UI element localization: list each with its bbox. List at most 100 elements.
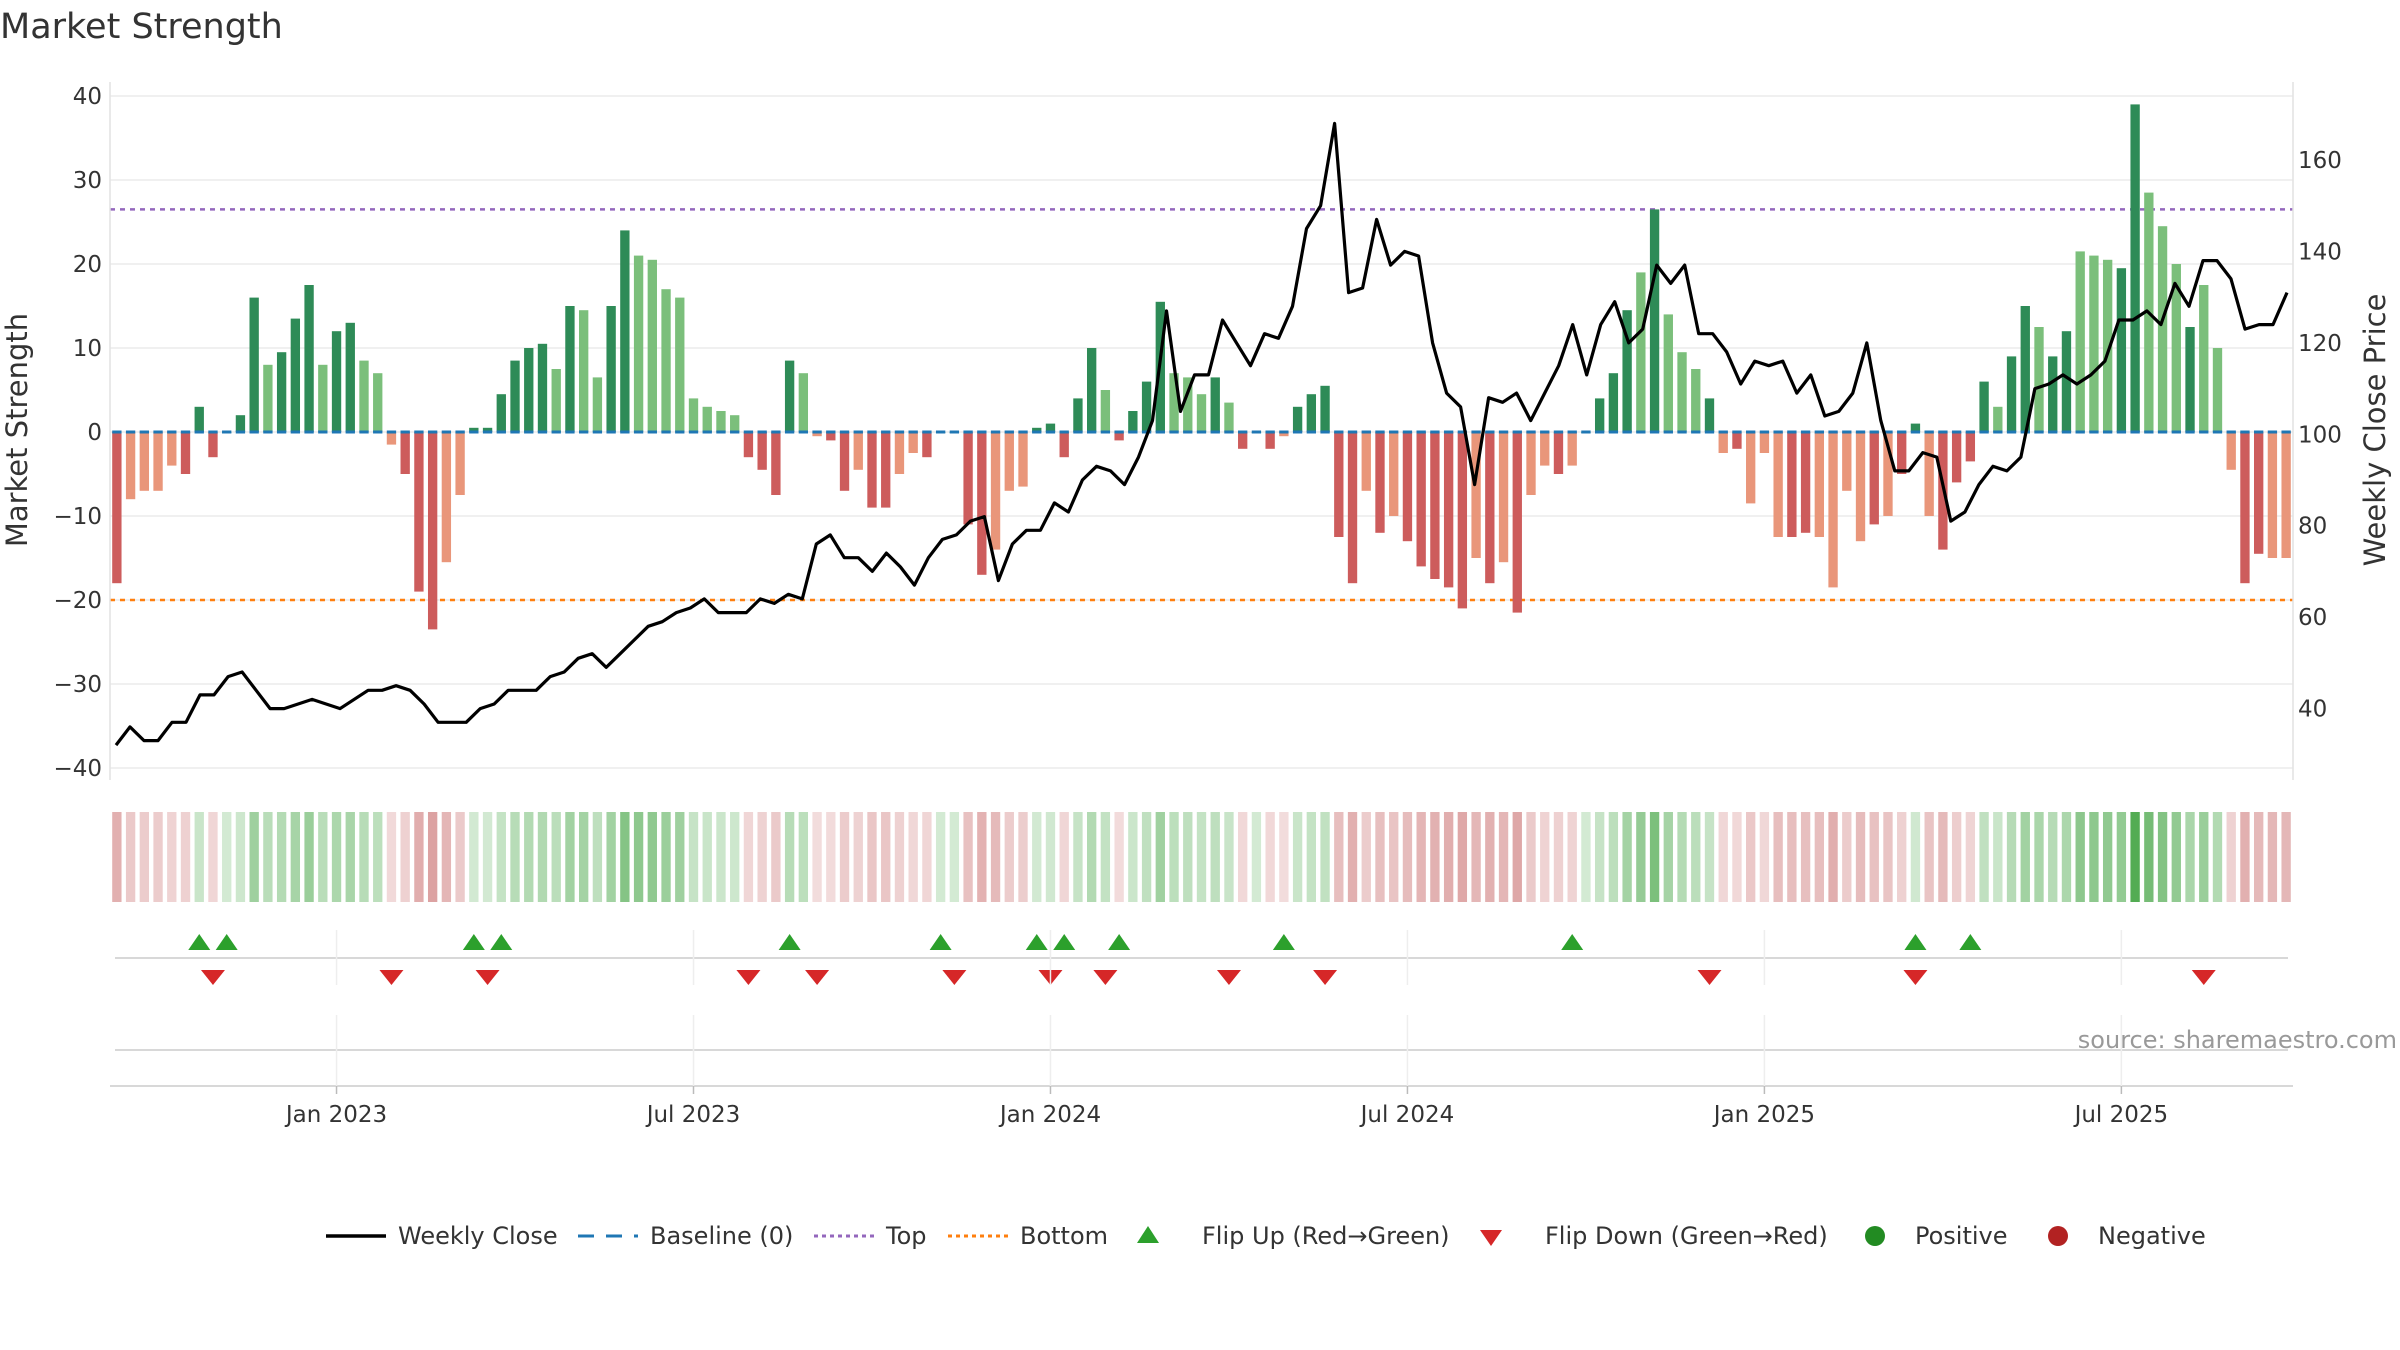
strength-bar <box>633 255 644 432</box>
strength-bar <box>455 432 465 495</box>
heat-cell <box>1718 812 1728 902</box>
strength-bar <box>1045 423 1056 432</box>
strength-bar <box>1238 432 1248 449</box>
strength-bar <box>1512 432 1522 613</box>
strength-bar <box>1361 432 1371 491</box>
heat-cell <box>427 812 438 902</box>
strength-bar <box>1347 432 1358 584</box>
heat-cell <box>881 812 891 902</box>
strength-bar <box>318 364 328 432</box>
strength-bar <box>1389 432 1399 516</box>
x-axis: Jan 2023 Jul 2023 Jan 2024 Jul 2024 Jan 2025… <box>284 930 2168 1128</box>
strength-bar <box>1004 432 1014 491</box>
strength-bar <box>1704 398 1715 432</box>
strength-bar <box>2061 331 2072 432</box>
flip-down-marker <box>2191 970 2216 985</box>
strength-bar <box>990 432 1001 550</box>
heat-cell <box>2048 812 2058 902</box>
strength-bar <box>881 432 891 508</box>
heat-cell <box>414 812 424 902</box>
strength-bar <box>688 398 699 432</box>
strength-bar <box>647 259 657 432</box>
heat-cell <box>771 812 781 902</box>
heat-cell <box>2020 812 2030 902</box>
heat-cell <box>1086 812 1097 902</box>
heat-cell <box>400 812 410 902</box>
strength-bar <box>592 377 603 432</box>
strength-bar <box>1526 432 1536 495</box>
heat-cell <box>935 812 946 902</box>
heat-cell <box>565 812 575 902</box>
legend-flip-down-icon <box>1480 1230 1502 1246</box>
left-y-tick-label: 40 <box>73 84 102 110</box>
strength-bar <box>112 432 122 584</box>
strength-bar <box>1910 423 1921 432</box>
strength-bar <box>1553 432 1564 474</box>
strength-bar <box>757 432 767 470</box>
flip-down-marker <box>475 970 500 985</box>
heat-cell <box>1155 812 1165 902</box>
strength-bar <box>565 306 575 432</box>
heat-cell <box>1457 812 1468 902</box>
strength-bar <box>551 369 561 432</box>
strength-bar <box>537 343 548 432</box>
heat-cell <box>1059 812 1069 902</box>
heat-cell <box>194 812 204 902</box>
heat-cell <box>2006 812 2017 902</box>
heat-cell <box>153 812 163 902</box>
strength-bar <box>2226 432 2236 470</box>
strength-bar <box>1128 411 1138 432</box>
left-y-tick-label: 0 <box>87 420 102 446</box>
heat-cell <box>1855 812 1866 902</box>
strength-bar <box>194 406 204 432</box>
strength-bar <box>1196 394 1207 432</box>
strength-bar <box>922 432 932 458</box>
heat-cell <box>1979 812 1989 902</box>
strength-bar <box>963 432 973 525</box>
heat-cell <box>1951 812 1962 902</box>
strength-bar <box>2199 285 2209 432</box>
strength-bar <box>359 360 369 432</box>
heat-cell <box>620 812 630 902</box>
strength-bar <box>414 432 424 592</box>
heat-cell <box>1691 812 1701 902</box>
strength-bar <box>208 432 218 458</box>
heat-cell <box>1828 812 1838 902</box>
heat-cell <box>167 812 177 902</box>
heat-cell <box>1540 812 1550 902</box>
strength-bar <box>1073 398 1083 432</box>
heat-cell <box>2199 812 2209 902</box>
heat-cell <box>1292 812 1303 902</box>
heat-cell <box>1265 812 1275 902</box>
heat-cell <box>2061 812 2072 902</box>
left-y-tick-label: −40 <box>53 756 102 782</box>
strength-bar <box>675 297 685 432</box>
heat-cell <box>2185 812 2195 902</box>
strength-bar <box>1759 432 1770 453</box>
heat-cell <box>1938 812 1948 902</box>
left-y-tick-label: 30 <box>73 168 102 194</box>
heat-cell <box>1361 812 1371 902</box>
flip-down-marker <box>736 970 761 985</box>
strength-bar <box>579 310 589 432</box>
heat-cell <box>977 812 987 902</box>
x-tick-label: Jan 2024 <box>998 1102 1101 1128</box>
heat-cell <box>1141 812 1152 902</box>
left-y-tick-label: −20 <box>53 588 102 614</box>
flip-up-marker <box>490 934 513 950</box>
chart-title: Market Strength <box>0 7 283 47</box>
strength-bar <box>427 432 438 630</box>
strength-bar <box>2240 432 2250 584</box>
strength-bar <box>331 331 342 432</box>
heat-cell <box>1471 812 1481 902</box>
strength-bar <box>1649 209 1660 432</box>
heat-cell <box>675 812 685 902</box>
heat-cell <box>1320 812 1330 902</box>
heat-cell <box>1677 812 1687 902</box>
legend-label: Weekly Close <box>398 1222 558 1250</box>
heat-cell <box>524 812 534 902</box>
heat-cell <box>537 812 548 902</box>
flip-up-marker <box>1904 934 1927 950</box>
strength-bar <box>826 432 836 441</box>
heat-cell <box>2157 812 2168 902</box>
